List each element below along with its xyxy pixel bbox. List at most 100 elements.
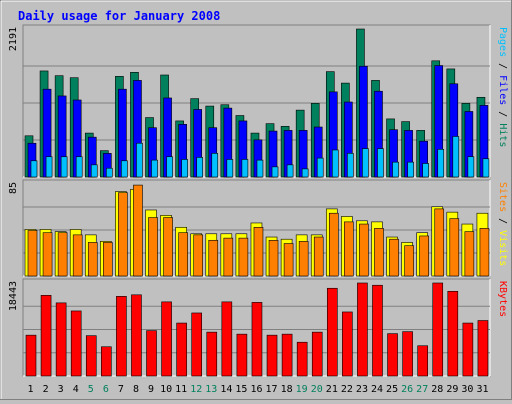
bar-kbytes-day-16 [251,302,263,377]
bar-kbytes-day-30 [462,322,474,377]
x-tick-label: 14 [220,384,232,395]
bar-kbytes-day-8 [131,294,142,377]
bar-kbytes-day-12 [191,312,203,377]
x-tick-label: 15 [235,384,247,395]
bar-kbytes-day-27 [417,345,428,377]
bar-pages-day-19 [301,168,309,178]
bar-pages-day-30 [467,156,475,178]
x-tick-label: 6 [103,384,109,395]
bar-sites-day-17 [268,239,279,277]
bar-kbytes-day-22 [342,311,353,377]
y-max-label: 2191 [8,27,19,51]
bar-kbytes-day-21 [326,287,338,377]
x-tick-label: 3 [58,384,64,395]
bar-pages-day-20 [316,157,324,178]
bar-pages-day-17 [271,166,279,178]
bar-sites-day-23 [359,223,369,277]
bar-pages-day-6 [106,167,113,178]
bar-pages-day-2 [45,156,53,178]
bar-kbytes-day-26 [402,331,413,377]
bar-kbytes-day-5 [85,335,97,377]
bar-pages-day-24 [377,148,384,178]
bar-kbytes-day-4 [70,310,82,377]
chart-panels: 2191 Pages / Files / Hits 85 Sites / Visits… [8,24,508,377]
x-tick-label: 9 [148,384,154,395]
x-tick-label: 4 [73,384,79,395]
bar-sites-day-27 [419,235,429,277]
bar-sites-day-18 [283,243,294,277]
x-tick-label: 21 [326,384,338,395]
x-tick-label: 11 [175,384,187,395]
bar-sites-day-24 [374,228,384,277]
bar-pages-day-28 [437,149,445,178]
bar-pages-day-8 [136,142,143,178]
bar-pages-day-9 [151,159,158,178]
bar-kbytes-day-19 [296,341,308,377]
bar-sites-day-28 [434,208,445,277]
bar-kbytes-day-2 [40,295,52,377]
x-tick-label: 27 [416,384,428,395]
bar-sites-day-13 [208,239,219,277]
bar-sites-day-1 [27,230,38,277]
x-tick-label: 28 [431,384,443,395]
series-legend: KBytes [497,281,508,317]
bar-kbytes-day-24 [372,284,383,377]
bar-kbytes-day-25 [387,333,398,377]
bar-sites-day-21 [328,212,339,277]
panel-top: 2191 Pages / Files / Hits [8,24,508,178]
bar-kbytes-day-31 [477,320,489,377]
bar-sites-day-29 [449,218,460,277]
bar-sites-day-12 [193,234,204,277]
bar-pages-day-10 [166,156,173,178]
bar-sites-day-19 [298,241,309,277]
bar-sites-day-10 [163,217,173,277]
x-tick-label: 31 [476,384,488,395]
bar-pages-day-5 [90,164,98,178]
bar-pages-day-15 [241,159,249,178]
x-tick-label: 7 [118,384,124,395]
bar-kbytes-day-13 [206,331,218,377]
bar-kbytes-day-17 [266,334,278,377]
x-tick-label: 23 [356,384,368,395]
chart-title: Daily usage for January 2008 [18,9,220,23]
bar-sites-day-5 [87,242,98,277]
legend-visits: Visits [497,230,508,266]
x-tick-label: 24 [371,384,383,395]
x-tick-label: 8 [133,384,139,395]
bar-kbytes-day-15 [236,333,248,377]
bar-pages-day-29 [452,136,460,178]
bar-pages-day-21 [331,149,339,178]
legend-separator: / [497,57,508,75]
bar-kbytes-day-14 [221,301,233,377]
bar-sites-day-26 [404,245,414,277]
bar-sites-day-2 [42,232,53,277]
bar-sites-day-30 [464,231,475,277]
bar-kbytes-day-18 [281,333,293,377]
bar-sites-day-25 [389,238,399,277]
bar-sites-day-20 [313,236,324,277]
bar-sites-day-11 [178,232,188,277]
bar-sites-day-8 [133,184,143,277]
series-legend: Pages / Files / Hits [497,27,508,147]
bar-kbytes-day-10 [161,301,172,377]
bar-sites-day-3 [57,232,68,277]
legend-files: Files [497,75,508,105]
bar-pages-day-13 [211,153,219,178]
bar-sites-day-31 [479,228,490,277]
x-tick-label: 2 [43,384,49,395]
x-tick-label: 19 [296,384,308,395]
bar-kbytes-day-28 [432,282,444,377]
series-legend: Sites / Visits [497,182,508,266]
x-axis-labels: 1 2 3 4 5 6 7 8 9 10 11 12 13 14 15 16 17 18 19 20 21 22 23 24 2… [28,384,489,395]
x-tick-label: 18 [281,384,293,395]
bar-pages-day-7 [121,160,128,178]
bar-pages-day-3 [60,156,68,178]
x-tick-label: 29 [446,384,458,395]
bar-kbytes-day-3 [55,302,67,377]
x-tick-label: 13 [205,384,217,395]
bar-pages-day-18 [286,164,294,178]
y-max-label: 85 [8,182,19,194]
bar-sites-day-14 [223,237,234,277]
bar-pages-day-27 [422,163,429,178]
